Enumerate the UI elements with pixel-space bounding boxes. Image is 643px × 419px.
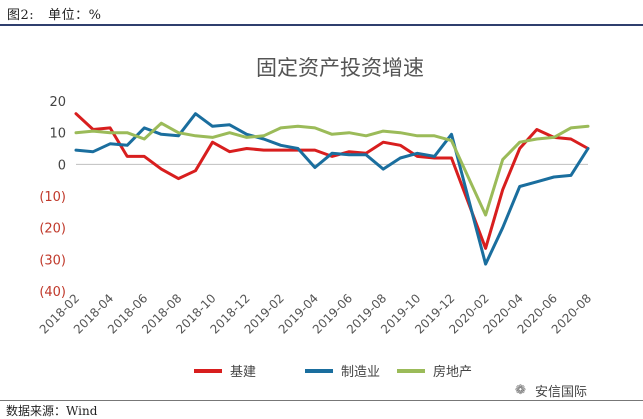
unit-label: 单位：% [48,8,102,23]
header-divider [0,24,643,26]
wechat-icon: ❁ [515,383,526,398]
figure-label: 图2: [7,8,35,23]
series-line-0 [74,112,590,250]
legend-label-1: 制造业 [341,365,380,380]
series-line-1 [74,112,590,266]
y-tick-label: 20 [49,95,66,110]
y-tick-label: (40) [39,285,66,300]
footer-divider [0,400,643,401]
y-tick-label: 10 [49,127,66,142]
series-line-2 [74,121,590,217]
y-tick-label: (10) [39,190,66,205]
y-tick-label: (30) [39,253,66,268]
watermark-text: 安信国际 [535,385,588,400]
figure-header: 图2: 单位：% [7,4,101,23]
y-tick-label: (20) [39,222,66,237]
source-note: 数据来源：Wind [6,404,98,418]
legend-label-2: 房地产 [433,364,472,380]
y-tick-label: 0 [58,158,66,173]
chart-title: 固定资产投资增速 [256,56,424,80]
legend-label-0: 基建 [230,365,256,380]
